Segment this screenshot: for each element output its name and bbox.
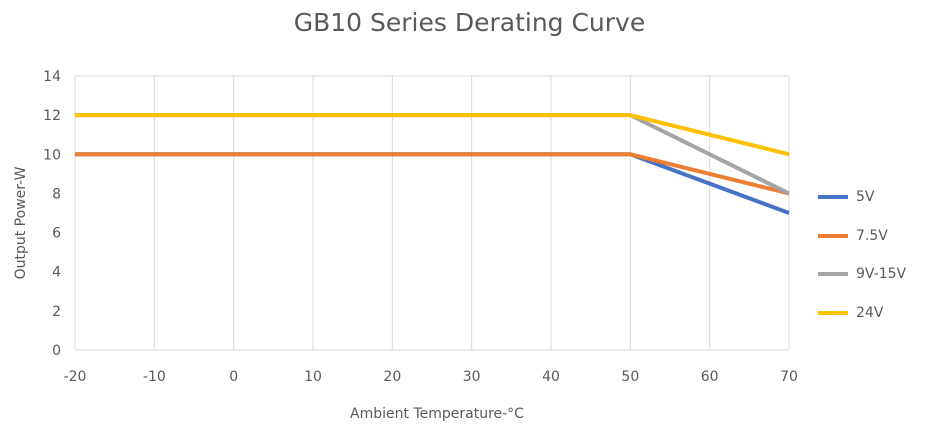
series-line-0 bbox=[75, 152, 790, 215]
x-tick-label: 0 bbox=[229, 369, 238, 385]
x-tick-label: 20 bbox=[383, 369, 401, 385]
x-tick-label: -20 bbox=[64, 369, 87, 385]
x-tick-label: 50 bbox=[621, 369, 639, 385]
y-tick-label: 12 bbox=[43, 108, 61, 124]
y-tick-label: 0 bbox=[52, 343, 61, 359]
x-tick-label: 70 bbox=[780, 369, 798, 385]
series-line-1 bbox=[75, 152, 790, 196]
chart-legend: 5V 7.5V 9V-15V 24V bbox=[818, 184, 906, 326]
legend-item: 24V bbox=[818, 300, 906, 326]
legend-item: 5V bbox=[818, 184, 906, 210]
y-tick-label: 4 bbox=[52, 265, 61, 281]
x-tick-label: 40 bbox=[542, 369, 560, 385]
chart-title: GB10 Series Derating Curve bbox=[293, 8, 646, 37]
legend-item: 7.5V bbox=[818, 223, 906, 249]
legend-swatch bbox=[818, 272, 848, 277]
legend-swatch bbox=[818, 310, 848, 315]
legend-label: 24V bbox=[856, 304, 884, 321]
y-axis-label: Output Power-W bbox=[13, 166, 29, 279]
x-tick-label: 30 bbox=[463, 369, 481, 385]
y-tick-label: 14 bbox=[43, 69, 61, 85]
legend-item: 9V-15V bbox=[818, 261, 906, 287]
y-tick-label: 2 bbox=[52, 304, 61, 320]
legend-swatch bbox=[818, 233, 848, 238]
legend-swatch bbox=[818, 195, 848, 199]
x-axis-label: Ambient Temperature-°C bbox=[350, 406, 524, 422]
legend-label: 9V-15V bbox=[856, 266, 907, 283]
legend-label: 7.5V bbox=[856, 227, 888, 244]
y-tick-label: 6 bbox=[52, 226, 61, 242]
x-tick-label: 60 bbox=[701, 369, 719, 385]
x-tick-label: -10 bbox=[143, 369, 166, 385]
legend-label: 5V bbox=[856, 189, 875, 205]
y-tick-label: 8 bbox=[52, 186, 61, 202]
y-tick-label: 10 bbox=[43, 147, 61, 163]
x-tick-label: 10 bbox=[304, 369, 322, 385]
series-line-3 bbox=[75, 113, 790, 157]
